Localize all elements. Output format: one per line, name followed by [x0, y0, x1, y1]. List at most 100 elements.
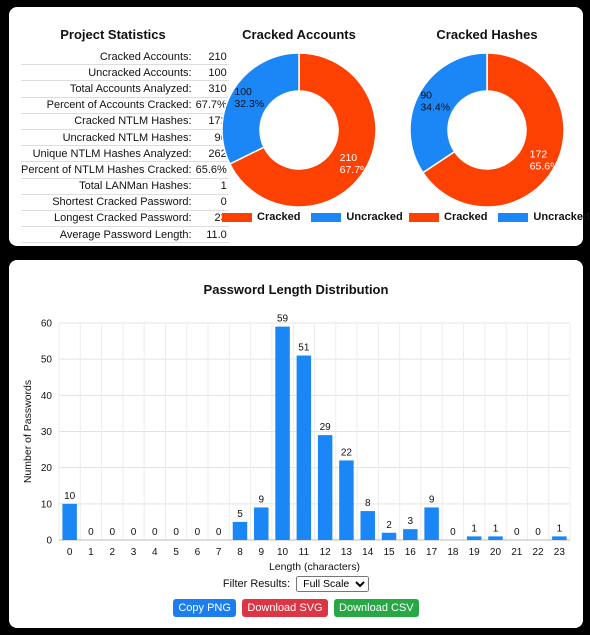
stats-value: 0: [195, 194, 229, 211]
stats-label: Total LANMan Hashes:: [21, 178, 196, 195]
pie-slice-cracked[interactable]: [228, 52, 377, 208]
legend-item-uncracked[interactable]: Uncracked: [498, 211, 590, 223]
y-tick-label: 60: [41, 319, 53, 330]
stats-row: Percent of NTLM Hashes Cracked: 65.6%: [21, 161, 229, 179]
stats-label: Uncracked NTLM Hashes:: [21, 129, 196, 147]
bar[interactable]: [296, 355, 312, 540]
x-tick-label: 18: [447, 547, 459, 558]
bar-value-label: 1: [557, 523, 563, 534]
stats-label: Cracked NTLM Hashes:: [21, 113, 196, 130]
histogram-card: Password Length Distribution 0 10 20 30 40 50…: [9, 260, 583, 628]
bar-value-label: 9: [258, 494, 264, 505]
x-tick-label: 20: [490, 547, 502, 558]
bar-value-label: 29: [320, 422, 332, 433]
bar-value-label: 0: [109, 527, 115, 538]
y-tick-label: 50: [41, 355, 53, 366]
stats-row: Average Password Length: 11.0: [21, 226, 229, 244]
stats-label: Average Password Length:: [21, 226, 196, 244]
pie-value-label-uncracked: 100: [234, 86, 252, 98]
pie-value-label-uncracked: 90: [420, 90, 432, 102]
legend-item-cracked[interactable]: Cracked: [222, 211, 300, 223]
stats-row: Longest Cracked Password: 23: [21, 210, 229, 228]
bar-value-label: 0: [88, 527, 94, 538]
y-tick-label: 10: [41, 499, 53, 510]
x-tick-label: 4: [152, 547, 158, 558]
download-csv-button[interactable]: Download CSV: [334, 599, 419, 617]
bar[interactable]: [339, 460, 354, 540]
stats-label: Percent of Accounts Cracked:: [21, 97, 196, 114]
pie-slice-uncracked[interactable]: [409, 52, 488, 174]
x-tick-label: 10: [277, 547, 289, 558]
bar[interactable]: [275, 326, 290, 540]
bar[interactable]: [317, 435, 333, 540]
legend-swatch-cracked: [409, 212, 439, 222]
pie-percent-label-uncracked: 32.3%: [234, 98, 264, 110]
legend-item-uncracked[interactable]: Uncracked: [311, 211, 403, 223]
legend-label-cracked: Cracked: [257, 211, 301, 223]
stats-row: Percent of Accounts Cracked: 67.7%: [21, 97, 229, 114]
x-tick-label: 19: [469, 547, 481, 558]
stats-label: Uncracked Accounts:: [21, 64, 196, 82]
pie-percent-label-uncracked: 34.4%: [420, 102, 450, 114]
bar-value-label: 2: [386, 520, 392, 531]
x-tick-label: 6: [195, 547, 201, 558]
x-tick-label: 23: [554, 547, 566, 558]
legend-item-cracked[interactable]: Cracked: [409, 211, 487, 223]
copy-png-button[interactable]: Copy PNG: [173, 599, 236, 617]
legend-swatch-uncracked: [311, 212, 342, 222]
bar-value-label: 0: [535, 527, 541, 538]
bar-value-label: 5: [237, 509, 243, 520]
x-tick-label: 15: [383, 547, 395, 558]
bar[interactable]: [254, 507, 269, 540]
stats-label: Shortest Cracked Password:: [21, 194, 196, 211]
x-tick-label: 9: [258, 547, 264, 558]
filter-select[interactable]: Full Scale: [296, 576, 370, 592]
filter-row: Filter Results: Full Scale: [9, 576, 583, 592]
stats-label: Total Accounts Analyzed:: [21, 80, 196, 98]
stats-row: Unique NTLM Hashes Analyzed: 262: [21, 145, 229, 163]
stats-row: Total Accounts Analyzed: 310: [21, 80, 229, 98]
bar-value-label: 22: [341, 447, 353, 458]
y-tick-label: 30: [41, 427, 53, 438]
bar-value-label: 0: [131, 527, 137, 538]
pie-slice-cracked[interactable]: [421, 52, 565, 208]
x-tick-label: 5: [173, 547, 179, 558]
bar-value-label: 8: [365, 498, 371, 509]
stats-row: Uncracked NTLM Hashes: 90: [21, 129, 229, 147]
bar[interactable]: [488, 536, 503, 540]
bar[interactable]: [466, 536, 482, 540]
pie-slice-uncracked[interactable]: [221, 52, 300, 165]
pie-percent-label-cracked: 67.7%: [340, 164, 370, 176]
y-tick-label: 20: [41, 463, 53, 474]
pie-value-label-cracked: 210: [340, 152, 358, 164]
x-tick-label: 12: [320, 547, 332, 558]
x-tick-label: 21: [511, 547, 523, 558]
stats-value: 100: [195, 64, 229, 82]
bar-value-label: 51: [298, 343, 310, 354]
x-tick-label: 1: [88, 547, 94, 558]
y-tick-label: 40: [41, 391, 53, 402]
bar[interactable]: [360, 511, 375, 540]
bar[interactable]: [424, 507, 439, 540]
summary-card: Project Statistics Cracked Accounts: 210 U…: [9, 7, 590, 246]
legend-label-cracked: Cracked: [444, 211, 488, 223]
bar-value-label: 0: [514, 527, 520, 538]
stats-value: 262: [195, 145, 229, 163]
x-tick-label: 16: [405, 547, 417, 558]
x-tick-label: 13: [341, 547, 353, 558]
bar[interactable]: [552, 536, 567, 540]
x-tick-label: 17: [426, 547, 438, 558]
legend-swatch-uncracked: [498, 212, 529, 222]
legend-swatch-cracked: [222, 212, 252, 222]
stats-label: Cracked Accounts:: [21, 49, 196, 66]
x-tick-label: 0: [67, 547, 73, 558]
bar[interactable]: [232, 521, 248, 540]
bar-value-label: 1: [493, 523, 499, 534]
bar[interactable]: [381, 532, 397, 540]
bar-value-label: 59: [277, 314, 289, 325]
bar[interactable]: [403, 529, 418, 540]
download-svg-button[interactable]: Download SVG: [242, 599, 328, 617]
bar[interactable]: [62, 503, 77, 540]
